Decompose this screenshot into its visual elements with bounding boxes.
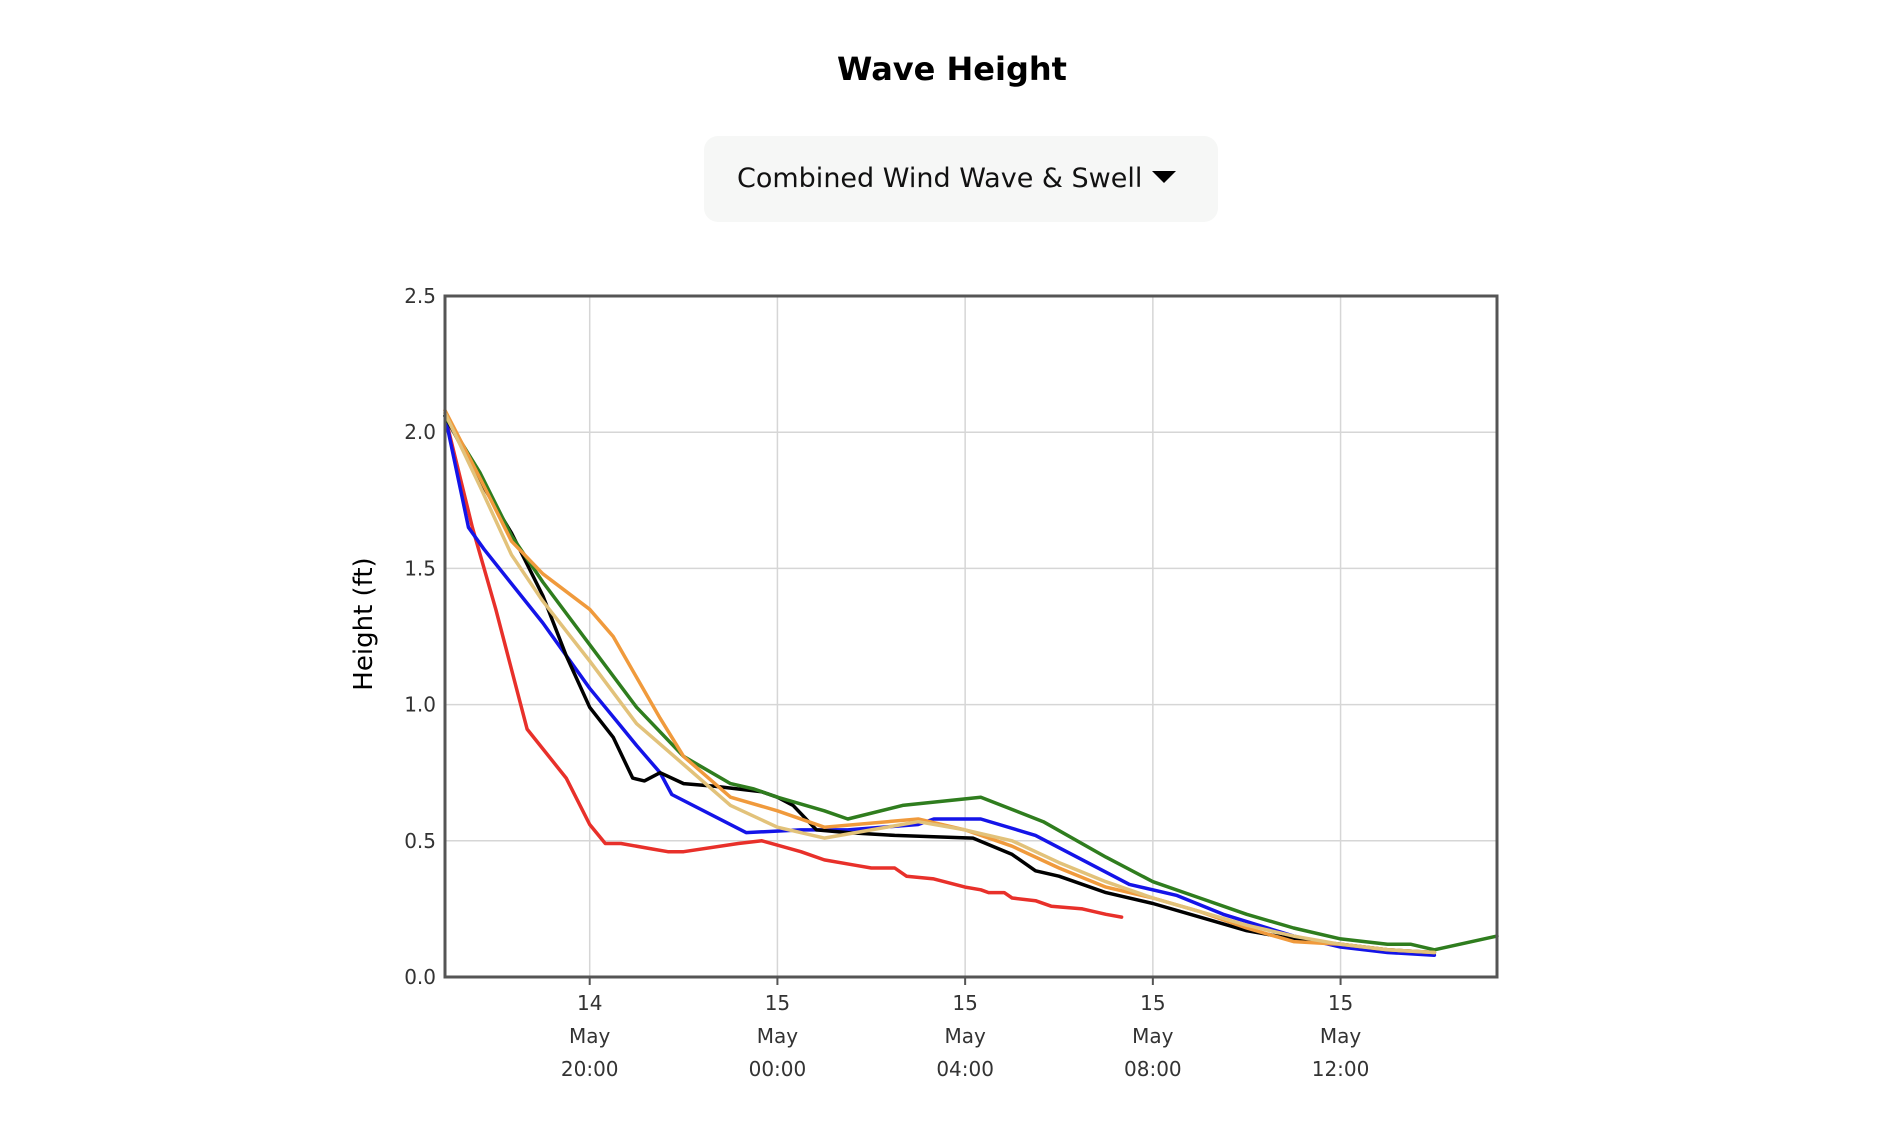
grid-layer (445, 296, 1497, 977)
series-line-3 (443, 414, 1437, 955)
x-tick-label: 15 (765, 991, 790, 1015)
caret-down-icon (1152, 171, 1176, 183)
wave-type-dropdown[interactable]: Combined Wind Wave & Swell (704, 136, 1218, 222)
y-tick-label: 2.5 (404, 284, 436, 308)
x-tick-label: 15 (952, 991, 977, 1015)
y-tick-label: 1.5 (404, 556, 436, 580)
series-line-5 (443, 408, 1437, 955)
x-tick-label: 14 (577, 991, 602, 1015)
x-tick-label: May (569, 1024, 611, 1048)
tick-layer: 0.0 0.5 1.0 1.5 2.0 2.5 14 May 20:00 15 May 00:00 15… (404, 284, 1369, 1081)
x-tick-label: May (757, 1024, 799, 1048)
dropdown-selected-value: Combined Wind Wave & Swell (737, 163, 1143, 194)
y-axis-label: Height (ft) (349, 557, 379, 690)
x-tick-label: 00:00 (749, 1057, 807, 1081)
series-layer (443, 408, 1499, 957)
x-tick-label: May (1320, 1024, 1362, 1048)
y-tick-label: 1.0 (404, 693, 436, 717)
y-tick-label: 0.5 (404, 829, 436, 853)
x-tick-label: 20:00 (561, 1057, 619, 1081)
x-tick-label: 04:00 (936, 1057, 994, 1081)
x-tick-label: May (944, 1024, 986, 1048)
plot-frame (443, 294, 1499, 979)
y-tick-label: 0.0 (404, 965, 436, 989)
x-tick-label: May (1132, 1024, 1174, 1048)
series-line-1 (443, 414, 1124, 919)
series-line-6 (443, 411, 1437, 955)
x-tick-label: 15 (1328, 991, 1353, 1015)
series-line-4 (443, 414, 1499, 952)
x-tick-label: 12:00 (1312, 1057, 1370, 1081)
chart-title: Wave Height (837, 50, 1067, 88)
x-tick-label: 15 (1140, 991, 1165, 1015)
series-line-2 (443, 414, 1437, 957)
x-tick-label: 08:00 (1124, 1057, 1182, 1081)
y-tick-label: 2.0 (404, 420, 436, 444)
